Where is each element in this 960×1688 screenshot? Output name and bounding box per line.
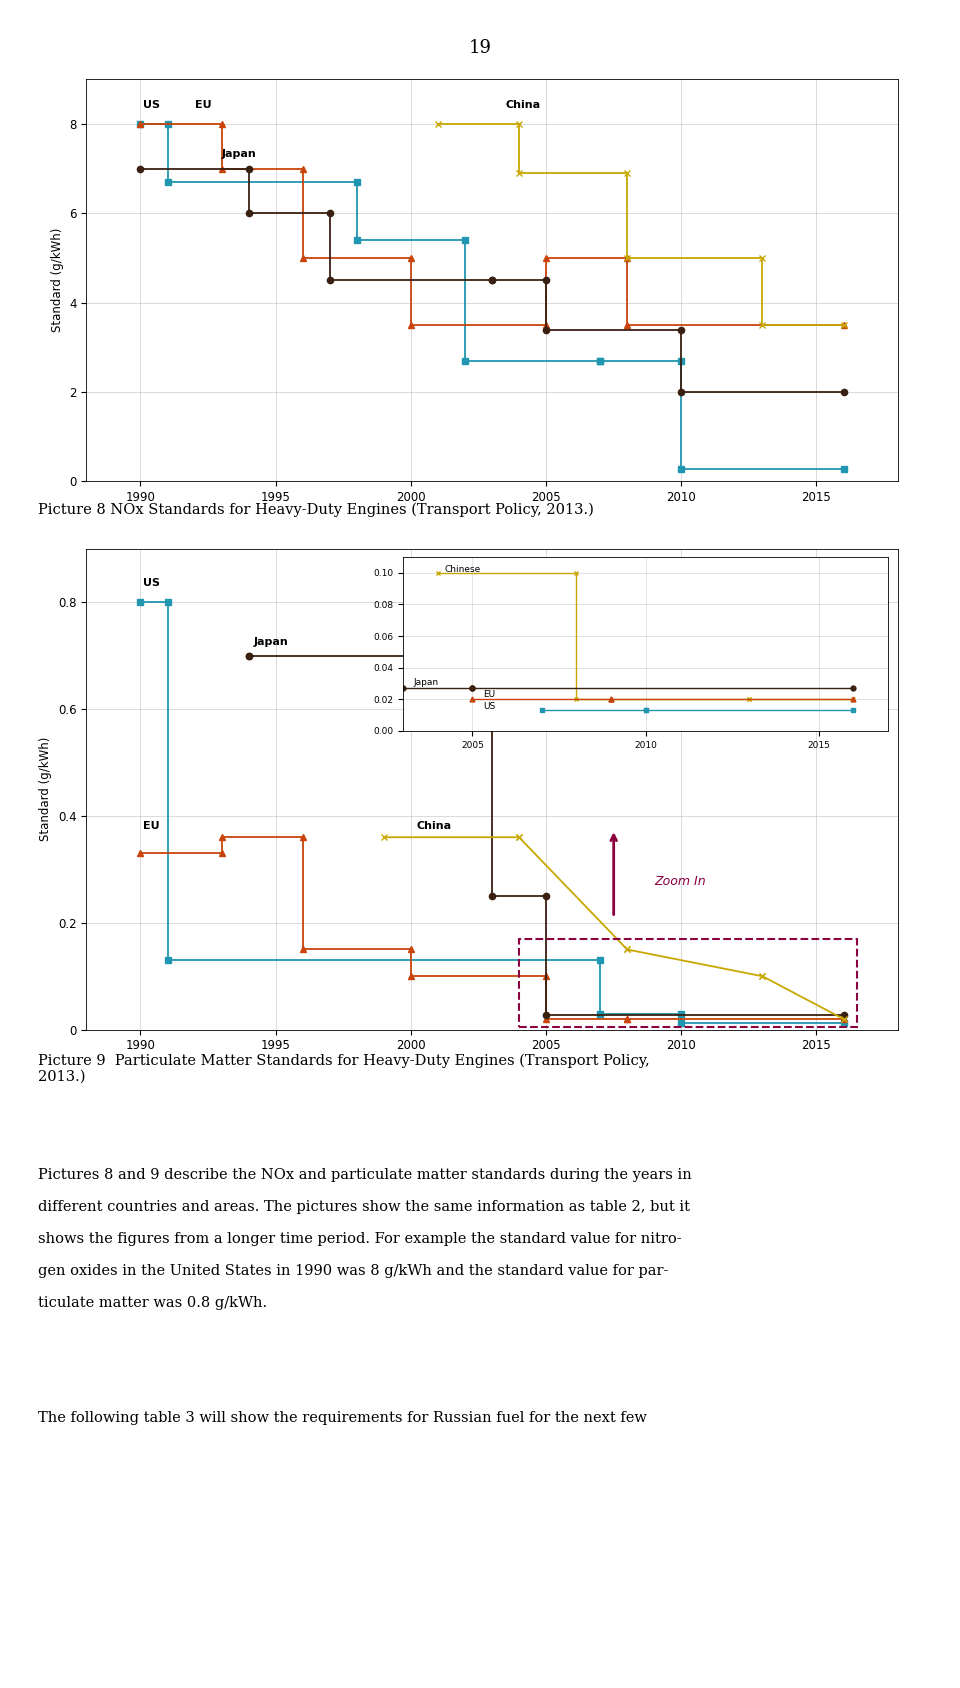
Text: China: China (417, 822, 451, 830)
Text: different countries and areas. The pictures show the same information as table 2: different countries and areas. The pictu… (38, 1200, 690, 1214)
Text: US: US (483, 702, 495, 711)
Text: Japan: Japan (414, 679, 439, 687)
Text: shows the figures from a longer time period. For example the standard value for : shows the figures from a longer time per… (38, 1232, 682, 1246)
Text: Chinese: Chinese (444, 565, 481, 574)
Text: Pictures 8 and 9 describe the NOx and particulate matter standards during the ye: Pictures 8 and 9 describe the NOx and pa… (38, 1168, 692, 1182)
Text: Picture 8 NOx Standards for Heavy-Duty Engines (Transport Policy, 2013.): Picture 8 NOx Standards for Heavy-Duty E… (38, 503, 594, 518)
Y-axis label: Standard (g/kWh): Standard (g/kWh) (39, 738, 53, 841)
Text: 19: 19 (468, 39, 492, 57)
Y-axis label: Standard (g/kWh): Standard (g/kWh) (51, 228, 63, 333)
Text: China: China (506, 100, 540, 110)
Text: Japan: Japan (222, 150, 256, 159)
Text: US: US (143, 100, 160, 110)
Text: gen oxides in the United States in 1990 was 8 g/kWh and the standard value for p: gen oxides in the United States in 1990 … (38, 1264, 669, 1278)
Text: US: US (143, 577, 160, 587)
Text: Picture 9  Particulate Matter Standards for Heavy-Duty Engines (Transport Policy: Picture 9 Particulate Matter Standards f… (38, 1053, 650, 1084)
Text: Zoom In: Zoom In (654, 876, 706, 888)
Text: EU: EU (483, 690, 495, 699)
Text: The following table 3 will show the requirements for Russian fuel for the next f: The following table 3 will show the requ… (38, 1411, 647, 1425)
Text: EU: EU (143, 822, 159, 830)
Text: Japan: Japan (254, 636, 289, 647)
Bar (519, 939, 857, 1026)
Text: ticulate matter was 0.8 g/kWh.: ticulate matter was 0.8 g/kWh. (38, 1296, 268, 1310)
Text: EU: EU (195, 100, 211, 110)
